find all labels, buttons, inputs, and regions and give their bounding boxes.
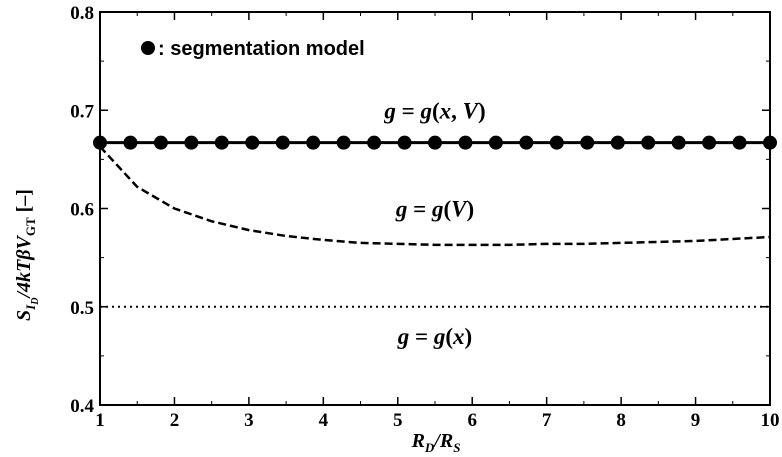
segmentation-marker [245,135,260,150]
segmentation-marker [702,135,717,150]
y-tick-label: 0.8 [70,3,94,24]
series-layer [99,141,771,308]
x-tick-label: 1 [95,410,105,431]
y-tick-label: 0.4 [70,396,94,417]
segmentation-marker [610,135,625,150]
segmentation-marker [519,135,534,150]
segmentation-marker [488,135,503,150]
legend-marker [141,41,155,55]
segmentation-marker [153,135,168,150]
axes: 1 2 3 4 5 6 7 8 9 10 0.4 0.5 0.6 0.7 0.8 [70,3,779,431]
y-tick-label: 0.6 [70,200,94,221]
segmentation-marker [275,135,290,150]
series-line-dashed [99,145,771,247]
y-tick-label: 0.5 [70,298,94,319]
segmentation-marker [184,135,199,150]
segmentation-marker [306,135,321,150]
series-annotation: g = g(V) [395,197,474,222]
segmentation-marker [671,135,686,150]
x-axis-title: RD/RS [411,430,461,455]
segmentation-marker [123,135,138,150]
segmentation-marker [397,135,412,150]
segmentation-marker [428,135,442,150]
x-tick-label: 2 [170,410,180,431]
segmentation-marker [641,135,656,150]
x-tick-label: 5 [393,410,403,431]
segmentation-marker [732,135,747,150]
annotations: g = g(x, V) g = g(V) g = g(x) [383,98,485,349]
legend-text: : segmentation model [158,38,365,60]
segmentation-marker [336,135,351,150]
series-annotation: g = g(x, V) [383,98,485,123]
x-tick-label: 9 [691,410,701,431]
segmentation-marker [580,135,595,150]
segmentation-marker [214,135,229,150]
x-tick-label: 4 [319,410,329,431]
legend: : segmentation model [141,38,365,60]
segmentation-marker [458,135,473,150]
series-annotation: g = g(x) [397,324,472,349]
x-tick-label: 3 [244,410,254,431]
segmentation-marker [367,135,382,150]
y-axis-title: SID/4kTβVGT [–] [13,189,41,321]
x-tick-label: 7 [542,410,552,431]
x-tick-label: 6 [467,410,477,431]
segmentation-marker [549,135,564,150]
x-tick-label: 10 [761,410,780,431]
marker-layer [93,135,777,150]
y-tick-label: 0.7 [70,101,94,122]
x-tick-label: 8 [616,410,626,431]
